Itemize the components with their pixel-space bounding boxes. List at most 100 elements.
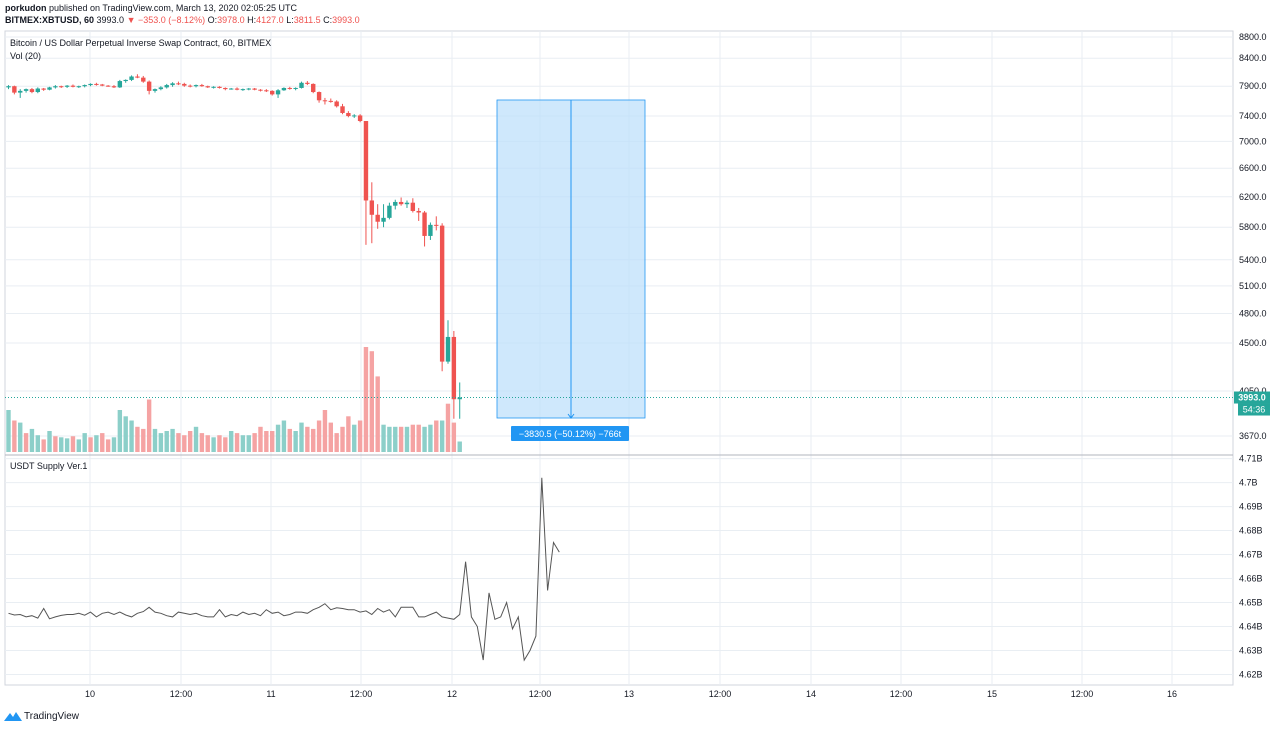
price-tick-label: 8800.0 — [1239, 32, 1267, 42]
volume-bar — [357, 420, 363, 452]
candle-body — [6, 86, 11, 88]
volume-bar — [6, 410, 11, 452]
candle-body — [88, 83, 93, 86]
volume-bar — [404, 426, 410, 452]
measure-label: −3830.5 (−50.12%) −766t — [519, 429, 622, 439]
supply-tick-label: 4.66B — [1239, 574, 1263, 584]
volume-bar — [88, 437, 93, 452]
volume-bar — [129, 420, 134, 452]
x-tick-label: 12:00 — [529, 689, 552, 699]
candle-body — [240, 89, 246, 91]
volume-bar — [35, 435, 40, 452]
volume-indicator-label[interactable]: Vol (20) — [10, 51, 42, 61]
candle-body — [129, 76, 134, 80]
volume-bar — [223, 437, 228, 452]
x-tick-label: 16 — [1167, 689, 1177, 699]
candle-body — [334, 101, 339, 107]
candle-body — [217, 86, 222, 88]
close-label: C: — [323, 15, 333, 25]
volume-bar — [305, 426, 310, 452]
price-tick-label: 4500.0 — [1239, 338, 1267, 348]
candle-body — [18, 90, 23, 93]
volume-bar — [451, 422, 457, 452]
candle-body — [82, 85, 87, 87]
volume-bar — [252, 433, 257, 452]
candle-body — [170, 83, 175, 86]
candle-body — [182, 83, 187, 86]
open-label: O: — [207, 15, 218, 25]
candle-body — [428, 224, 433, 236]
volume-bar — [264, 431, 269, 452]
x-tick-label: 10 — [85, 689, 95, 699]
volume-bar — [23, 433, 29, 452]
measure-arrow-head — [567, 413, 575, 419]
volume-bar — [270, 431, 275, 452]
x-tick-label: 12 — [447, 689, 457, 699]
volume-bar — [381, 424, 386, 452]
volume-bar — [410, 424, 416, 452]
volume-bar — [228, 431, 234, 452]
candle-body — [252, 88, 257, 90]
candle-body — [111, 86, 117, 88]
candle-body — [275, 90, 281, 95]
countdown-badge — [1238, 403, 1270, 416]
candle-body — [311, 83, 316, 93]
candle-body — [205, 86, 210, 88]
sub-pane-title[interactable]: USDT Supply Ver.1 — [10, 461, 88, 471]
candle-body — [387, 205, 392, 218]
footer-brand[interactable]: TradingView — [24, 711, 80, 722]
published-text: published on TradingView.com, March 13, … — [49, 3, 297, 13]
author-name[interactable]: porkudon — [5, 3, 47, 13]
candle-body — [346, 112, 351, 117]
candle-body — [340, 106, 345, 113]
last-price-badge — [1234, 391, 1270, 404]
volume-bar — [334, 433, 339, 452]
price-tick-label: 7000.0 — [1239, 136, 1267, 146]
candle-body — [70, 85, 76, 87]
supply-tick-label: 4.65B — [1239, 597, 1263, 607]
volume-bar — [328, 422, 333, 452]
measure-label-badge — [511, 426, 629, 441]
candle-body — [281, 87, 287, 91]
candle-body — [12, 86, 17, 93]
volume-bar — [94, 435, 99, 452]
price-change: −353.0 (−8.12%) — [138, 15, 206, 25]
down-arrow-icon: ▼ — [126, 15, 136, 25]
price-tick-label: 4050.0 — [1239, 386, 1267, 396]
volume-bar — [100, 433, 105, 452]
candle-body — [117, 81, 123, 88]
candle-body — [381, 217, 386, 222]
candle-body — [322, 100, 328, 102]
candle-body — [328, 100, 333, 102]
supply-tick-label: 4.62B — [1239, 669, 1263, 679]
candle-body — [352, 115, 357, 117]
volume-bar — [123, 416, 128, 452]
symbol-name[interactable]: BITMEX:XBTUSD, 60 — [5, 15, 95, 25]
candle-body — [105, 85, 111, 87]
candle-body — [64, 85, 70, 87]
candle-body — [187, 85, 193, 87]
candle-body — [152, 89, 158, 91]
candle-body — [53, 86, 58, 88]
candle-body — [246, 88, 251, 90]
supply-tick-label: 4.68B — [1239, 526, 1263, 536]
candle-body — [141, 77, 146, 82]
main-pane-title: Bitcoin / US Dollar Perpetual Inverse Sw… — [10, 38, 272, 48]
volume-bar — [422, 426, 427, 452]
volume-bar — [41, 439, 46, 452]
candle-body — [369, 200, 375, 215]
volume-bar — [416, 424, 421, 452]
volume-bar — [164, 431, 169, 452]
volume-bar — [105, 439, 111, 452]
volume-bar — [199, 433, 205, 452]
volume-bar — [457, 441, 462, 452]
close-value: 3993.0 — [332, 15, 360, 25]
volume-bar — [234, 433, 240, 452]
volume-bar — [428, 424, 433, 452]
symbol-info: BITMEX:XBTUSD, 60 3993.0 ▼ −353.0 (−8.12… — [5, 15, 360, 25]
volume-bar — [293, 431, 298, 452]
supply-tick-label: 4.64B — [1239, 621, 1263, 631]
volume-bar — [363, 347, 369, 452]
volume-bar — [287, 428, 292, 452]
